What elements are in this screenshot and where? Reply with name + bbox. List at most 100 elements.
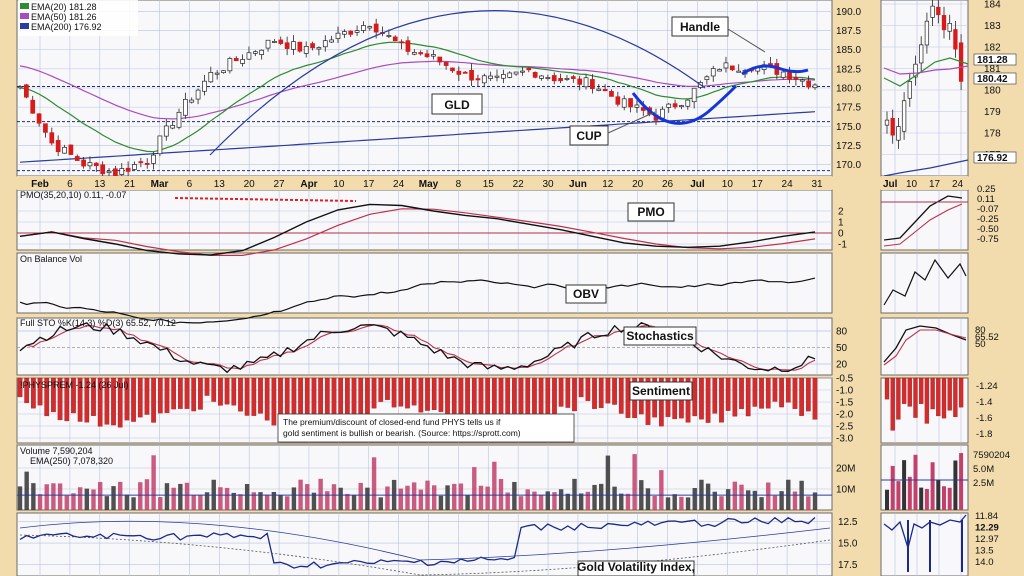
sentiment-bar (378, 377, 384, 402)
side-sent-tick: -1.4 (976, 397, 992, 408)
sentiment-bar (371, 377, 377, 409)
candle-body (240, 59, 245, 64)
volume-bar (405, 485, 410, 510)
sentiment-bar (258, 377, 263, 414)
candle-body (736, 70, 742, 73)
note-line: gold sentiment is bullish or bearish. (S… (283, 428, 521, 438)
volume-bar (57, 483, 63, 510)
side-sent-tick: -1.6 (976, 413, 992, 424)
side-pmo-tick: -0.75 (977, 234, 999, 245)
candle-body (424, 53, 430, 58)
sentiment-bar (612, 377, 617, 405)
volume-bar (218, 487, 223, 510)
side-ema20-badge-bg (973, 53, 1017, 66)
candle-body (278, 39, 284, 44)
candle-body (507, 72, 513, 78)
side-volume-bar (913, 454, 918, 510)
legend-swatch (20, 23, 29, 29)
volume-bar (659, 470, 664, 510)
sentiment-bar (345, 377, 350, 420)
side-price-tick: 178 (984, 129, 1001, 140)
side-price-tick: 180 (984, 86, 1001, 97)
side-sentiment-bar (913, 377, 918, 418)
volume-bar (131, 497, 136, 510)
candle-body (43, 123, 48, 133)
sentiment-bar (324, 377, 330, 418)
side-sentiment-bar (953, 377, 958, 418)
volume-bar (538, 494, 544, 510)
side-vol-tick: 7590204 (973, 450, 1010, 461)
sentiment-bar (719, 377, 724, 423)
candle-body (539, 75, 544, 79)
volume-bar (625, 493, 631, 510)
panel-obv (16, 252, 833, 314)
y-tick-label: 180.0 (836, 84, 861, 95)
side-candle-body (896, 126, 901, 141)
side-panel-vix (880, 512, 969, 576)
sentiment-bar (465, 377, 470, 417)
x-tick-label: 17 (363, 179, 375, 190)
sentiment-bar (572, 377, 577, 412)
side-pmo-line (883, 195, 963, 241)
candle-body (106, 170, 112, 174)
sto-tick-label: 20 (836, 360, 848, 371)
sentiment-bar (198, 377, 203, 410)
volume-bar (204, 492, 210, 510)
candle-body (812, 84, 818, 89)
side-pmo-tick: 0.11 (977, 194, 995, 205)
handle-arc (741, 64, 809, 76)
volume-bar (351, 494, 357, 510)
sto-tick-label: 50 (836, 343, 848, 354)
candle-body (176, 111, 182, 128)
y-tick-label: 187.5 (836, 26, 861, 37)
candle-body (335, 32, 341, 39)
volume-bar (278, 495, 283, 510)
volume-bar (291, 487, 297, 510)
candle-body (418, 52, 424, 55)
candle-body (615, 96, 621, 105)
side-sto-d (883, 329, 967, 366)
side-pmo-tick: -0.07 (977, 204, 999, 215)
candle-body (208, 72, 214, 83)
sentiment-bar (151, 377, 156, 423)
candle-body (348, 30, 354, 35)
candle-body (93, 162, 99, 167)
ema20-line (19, 41, 816, 153)
volume-bar (285, 496, 290, 510)
x-tick-label: Jun (569, 179, 587, 190)
candle-body (672, 103, 678, 108)
volume-bar (725, 489, 731, 510)
sentiment-bar (385, 377, 390, 400)
pmo-tick-label: -1 (838, 240, 847, 251)
sentiment-bar (725, 377, 731, 411)
side-x-tick: Jul (883, 179, 898, 190)
sent-label-box (629, 381, 693, 401)
side-sentiment-bar (924, 377, 930, 424)
cup-pointer (607, 111, 656, 134)
sentiment-bar (17, 377, 23, 398)
side-x-tick: 17 (929, 179, 941, 190)
candle-body (119, 168, 125, 175)
side-ema50 (883, 65, 969, 75)
candle-body (74, 156, 80, 161)
side-candle-body (936, 6, 941, 16)
sentiment-bar (231, 377, 237, 406)
candle-body (170, 125, 175, 129)
sentiment-bar (578, 377, 584, 398)
side-volume-bar (959, 453, 964, 510)
side-ema20 (883, 57, 969, 87)
side-ema200-badge: 176.92 (977, 153, 1008, 164)
side-sentiment-bar (890, 377, 895, 431)
side-x-tick: 24 (952, 179, 964, 190)
volume-bar (264, 494, 270, 510)
sentiment-bar (304, 377, 310, 417)
volume-bar (311, 492, 317, 510)
sto-label: Stochastics (626, 329, 694, 343)
side-sentiment-bar (930, 377, 935, 410)
side-price-tick: 181 (984, 64, 1001, 75)
candle-body (342, 31, 347, 35)
volume-bar (745, 490, 751, 510)
x-tick-label: 13 (214, 179, 226, 190)
side-candle-body (947, 23, 952, 32)
